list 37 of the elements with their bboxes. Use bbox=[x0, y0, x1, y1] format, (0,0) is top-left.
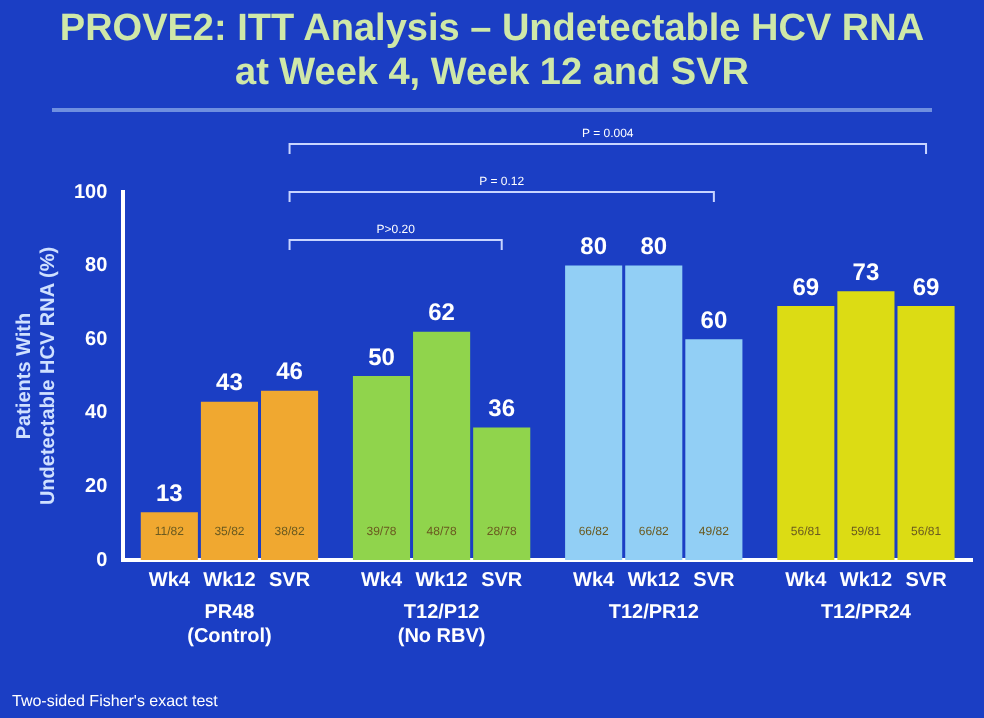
y-tick-label: 40 bbox=[85, 402, 109, 425]
text: SVR bbox=[693, 569, 735, 592]
text: Wk4 bbox=[573, 569, 615, 592]
y-tick-label: 20 bbox=[85, 475, 109, 498]
data-label: 60 bbox=[700, 305, 728, 334]
text: SVR bbox=[905, 569, 947, 592]
text: Wk12 bbox=[415, 569, 468, 592]
data-label: 62 bbox=[428, 298, 456, 327]
x-tick-label: T12/PR24 bbox=[820, 601, 912, 624]
data-label: 36 bbox=[488, 394, 516, 423]
y-tick-label: 60 bbox=[85, 328, 109, 351]
text: Wk12 bbox=[839, 569, 893, 592]
y-tick-label: 80 bbox=[85, 255, 109, 278]
data-label: 69 bbox=[912, 272, 941, 301]
text: Wk4 bbox=[360, 569, 403, 592]
data-label: 80 bbox=[640, 232, 668, 261]
series-label: Wk4 bbox=[148, 569, 191, 592]
data-label: 13 bbox=[155, 478, 184, 507]
x-tick-label: T12/PR12 bbox=[608, 601, 700, 624]
data-label: 46 bbox=[276, 357, 304, 386]
x-tick-label: PR48 (Control) bbox=[187, 601, 272, 648]
data-label: 73 bbox=[852, 257, 880, 286]
data-label: 43 bbox=[216, 368, 244, 397]
text: Wk12 bbox=[627, 569, 680, 592]
series-label: SVR bbox=[269, 569, 312, 592]
x-tick-label: T12/P12 (No RBV) bbox=[397, 601, 486, 648]
chart-title: PROVE2: ITT Analysis – Undetectable HCV RNA at Week 4, Week 12 and SVR bbox=[52, 0, 932, 112]
y-tick-label: 0 bbox=[96, 549, 109, 572]
data-label: 80 bbox=[580, 232, 608, 261]
y-tick-label: 100 bbox=[73, 181, 109, 204]
text: Two-sided Fisher's exact test bbox=[12, 692, 218, 710]
series-label: Wk12 bbox=[203, 569, 257, 592]
text: SVR bbox=[481, 569, 523, 592]
data-label: 69 bbox=[792, 272, 820, 301]
text: Wk4 bbox=[785, 569, 827, 592]
data-label: 50 bbox=[368, 342, 396, 371]
y-axis-title: Patients With Undetectable HCV RNA (%) bbox=[13, 246, 60, 506]
